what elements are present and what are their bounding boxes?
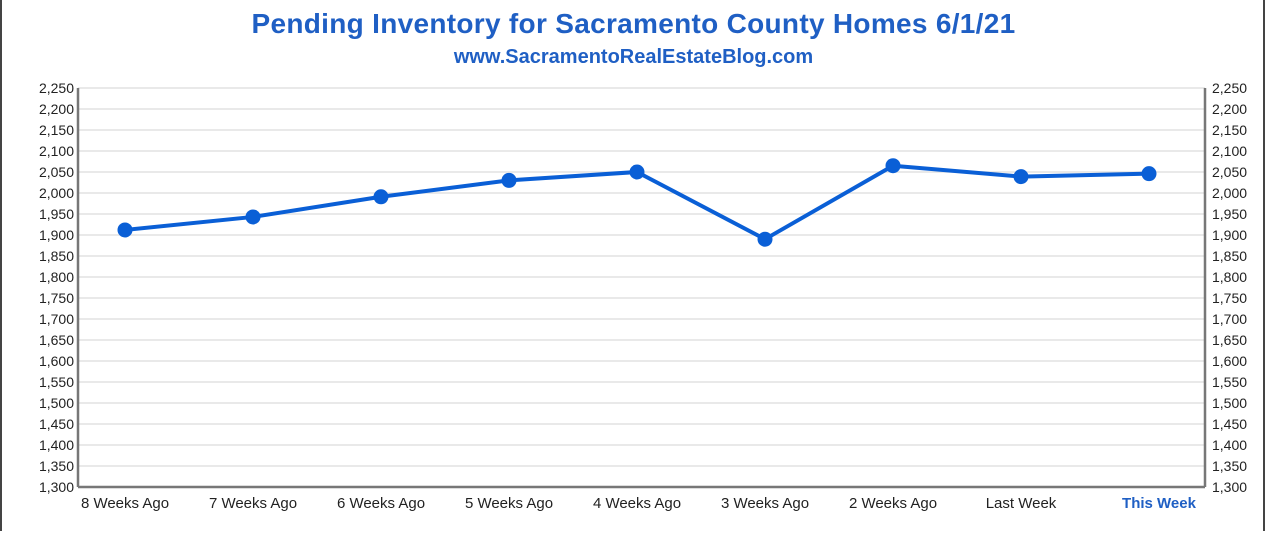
x-tick-label: 2 Weeks Ago [849, 495, 937, 512]
y-tick-label-right: 2,150 [1212, 122, 1247, 138]
y-tick-label-right: 2,050 [1212, 164, 1247, 180]
data-point [1013, 169, 1029, 185]
y-tick-label: 2,050 [39, 164, 74, 180]
y-axis-left-ticks: 1,300 1,350 1,400 1,450 1,500 1,550 1,600 1,650… [39, 80, 74, 495]
x-tick-label: 6 Weeks Ago [337, 495, 425, 512]
y-tick-label: 1,900 [39, 227, 74, 243]
y-tick-label-right: 2,200 [1212, 101, 1247, 117]
y-tick-label: 1,800 [39, 269, 74, 285]
y-tick-label-right: 1,950 [1212, 206, 1247, 222]
y-tick-label: 1,850 [39, 248, 74, 264]
y-tick-label: 1,300 [39, 479, 74, 495]
y-tick-label: 1,400 [39, 437, 74, 453]
y-tick-label: 1,600 [39, 353, 74, 369]
y-tick-label: 1,500 [39, 395, 74, 411]
y-tick-label-right: 2,100 [1212, 143, 1247, 159]
y-tick-label: 1,550 [39, 374, 74, 390]
y-tick-label-right: 1,800 [1212, 269, 1247, 285]
data-point [885, 158, 901, 174]
y-tick-label-right: 1,900 [1212, 227, 1247, 243]
y-tick-label: 1,950 [39, 206, 74, 222]
data-point [117, 222, 133, 238]
y-tick-label: 2,200 [39, 101, 74, 117]
y-tick-label-right: 1,750 [1212, 290, 1247, 306]
grid-lines [78, 87, 1205, 467]
x-tick-label: Last Week [986, 495, 1057, 512]
y-tick-label-right: 1,500 [1212, 395, 1247, 411]
x-tick-label: 8 Weeks Ago [81, 495, 169, 512]
y-tick-label-right: 1,550 [1212, 374, 1247, 390]
data-point [501, 172, 517, 188]
y-tick-label: 2,100 [39, 143, 74, 159]
x-tick-label: 5 Weeks Ago [465, 495, 553, 512]
x-axis-ticks: 8 Weeks Ago 7 Weeks Ago 6 Weeks Ago 5 Weeks… [81, 495, 1197, 512]
x-tick-label: 7 Weeks Ago [209, 495, 297, 512]
axes [76, 88, 1207, 489]
y-axis-right-ticks: 1,300 1,350 1,400 1,450 1,500 1,550 1,600 1,650… [1212, 80, 1247, 495]
y-tick-label-right: 2,250 [1212, 80, 1247, 96]
data-point [1141, 166, 1157, 182]
x-tick-label: This Week [1122, 495, 1197, 512]
y-tick-label-right: 1,400 [1212, 437, 1247, 453]
y-tick-label: 1,700 [39, 311, 74, 327]
y-tick-label: 1,750 [39, 290, 74, 306]
data-point [757, 231, 773, 247]
y-tick-label-right: 1,300 [1212, 479, 1247, 495]
y-tick-label: 2,000 [39, 185, 74, 201]
y-tick-label-right: 1,700 [1212, 311, 1247, 327]
data-point [629, 164, 645, 180]
y-tick-label-right: 1,350 [1212, 458, 1247, 474]
chart-subtitle: www.SacramentoRealEstateBlog.com [453, 46, 814, 68]
y-tick-label: 1,650 [39, 332, 74, 348]
y-tick-label-right: 2,000 [1212, 185, 1247, 201]
chart-title: Pending Inventory for Sacramento County … [251, 8, 1016, 39]
y-tick-label: 1,450 [39, 416, 74, 432]
data-series [117, 158, 1157, 247]
y-tick-label: 2,250 [39, 80, 74, 96]
y-tick-label: 2,150 [39, 122, 74, 138]
y-tick-label-right: 1,450 [1212, 416, 1247, 432]
x-tick-label: 4 Weeks Ago [593, 495, 681, 512]
y-tick-label-right: 1,650 [1212, 332, 1247, 348]
x-tick-label: 3 Weeks Ago [721, 495, 809, 512]
y-tick-label-right: 1,600 [1212, 353, 1247, 369]
y-tick-label: 1,350 [39, 458, 74, 474]
data-point [245, 209, 261, 225]
y-tick-label-right: 1,850 [1212, 248, 1247, 264]
data-point [373, 189, 389, 205]
